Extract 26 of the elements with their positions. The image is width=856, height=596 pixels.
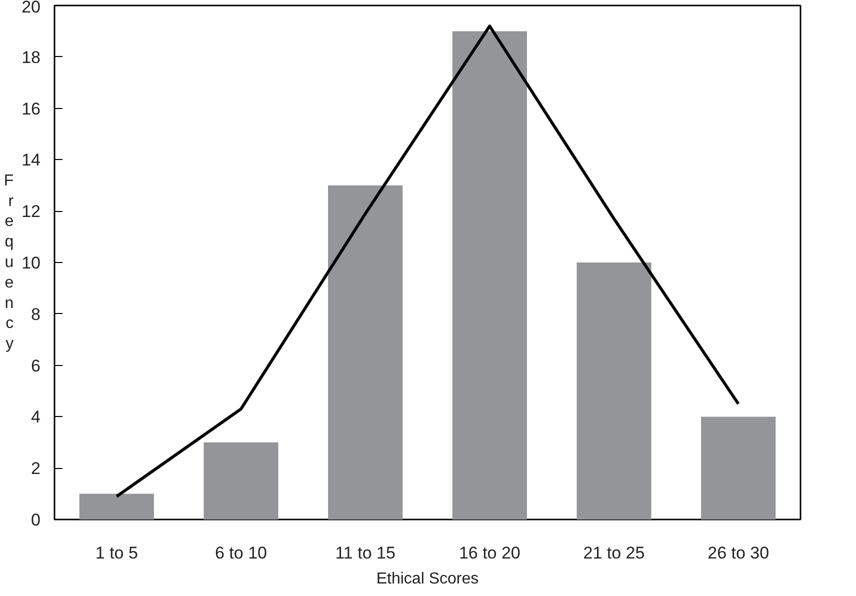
bar	[328, 185, 403, 520]
y-tick-label: 6	[31, 356, 41, 376]
y-tick-label: 12	[22, 202, 41, 222]
x-tick-label: 26 to 30	[708, 544, 770, 562]
y-tick-label: 2	[31, 459, 41, 478]
y-tick-label: 0	[31, 510, 41, 530]
y-tick-label: 8	[31, 304, 41, 324]
y-tick-label: 10	[22, 254, 41, 272]
x-tick-label: 1 to 5	[95, 544, 138, 562]
x-tick-label: 6 to 10	[215, 544, 268, 562]
x-tick-label: 21 to 25	[583, 544, 645, 562]
bar	[701, 416, 776, 520]
x-tick-label: 16 to 20	[458, 544, 520, 562]
bar	[79, 494, 154, 520]
y-tick-label: 18	[22, 48, 41, 67]
bar	[576, 262, 652, 520]
line-series	[115, 24, 740, 498]
x-axis-title: Ethical Scores	[376, 570, 479, 588]
bar	[204, 442, 278, 520]
y-tick-label: 4	[31, 408, 41, 427]
bar	[452, 31, 527, 520]
y-tick-label: 14	[22, 150, 41, 170]
text: Frequency	[4, 172, 14, 353]
y-tick-label: 20	[22, 0, 41, 16]
y-tick-label: 16	[22, 99, 41, 118]
x-tick-label: 11 to 15	[335, 544, 396, 562]
